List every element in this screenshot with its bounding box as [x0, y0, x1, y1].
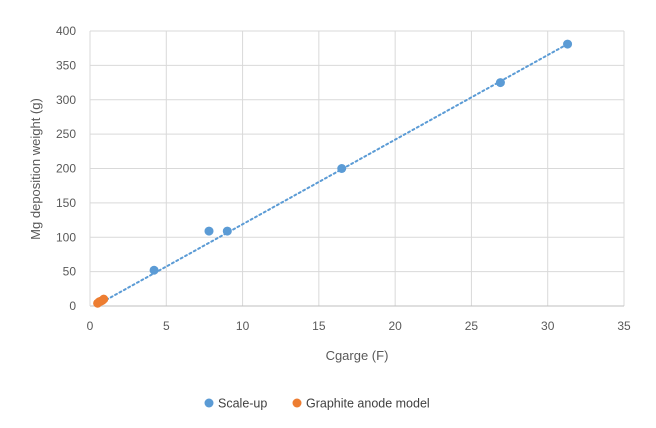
y-tick-label: 400	[56, 24, 76, 38]
gridlines	[90, 30, 625, 306]
y-tick-label: 100	[56, 230, 76, 244]
x-tick-label: 0	[87, 319, 94, 333]
axes	[89, 31, 624, 307]
x-tick-label: 20	[388, 319, 402, 333]
y-tick-label: 300	[56, 93, 76, 107]
x-tick-label: 30	[541, 319, 555, 333]
y-tick-label: 50	[63, 265, 77, 279]
x-tick-label: 15	[312, 319, 326, 333]
data-point-scale-up	[222, 226, 232, 236]
trendline-layer	[96, 43, 569, 306]
y-tick-label: 350	[56, 58, 76, 72]
data-point-scale-up	[563, 39, 573, 49]
y-tick-label: 200	[56, 162, 76, 176]
data-point-scale-up	[149, 265, 159, 275]
legend-label-graphite-anode-model: Graphite anode model	[306, 397, 430, 411]
x-tick-label: 5	[163, 319, 170, 333]
legend-label-scale-up: Scale-up	[218, 397, 267, 411]
legend: Scale-up Graphite anode model	[204, 397, 430, 411]
x-tick-label: 25	[465, 319, 479, 333]
legend-marker-graphite-anode-model	[292, 398, 302, 408]
trendline-scale-up	[96, 43, 569, 306]
data-point-scale-up	[495, 78, 505, 88]
legend-marker-scale-up	[204, 398, 214, 408]
data-point-scale-up	[337, 164, 347, 173]
data-point-graphite-anode-model	[99, 294, 109, 304]
y-tick-label: 150	[56, 196, 76, 210]
y-tick-label: 0	[69, 299, 76, 313]
data-point-scale-up	[204, 226, 214, 236]
x-tick-label: 10	[236, 319, 250, 333]
x-tick-label: 35	[617, 319, 631, 333]
x-tick-labels: 0 5 10 15 20 25 30 35	[87, 319, 631, 333]
data-points	[93, 39, 573, 308]
x-axis-title: Cgarge (F)	[326, 348, 389, 363]
y-tick-label: 250	[56, 127, 76, 141]
y-tick-labels: 0 50 100 150 200 250 300 350 400	[56, 24, 76, 313]
y-axis-title: Mg deposition weight (g)	[28, 98, 43, 240]
